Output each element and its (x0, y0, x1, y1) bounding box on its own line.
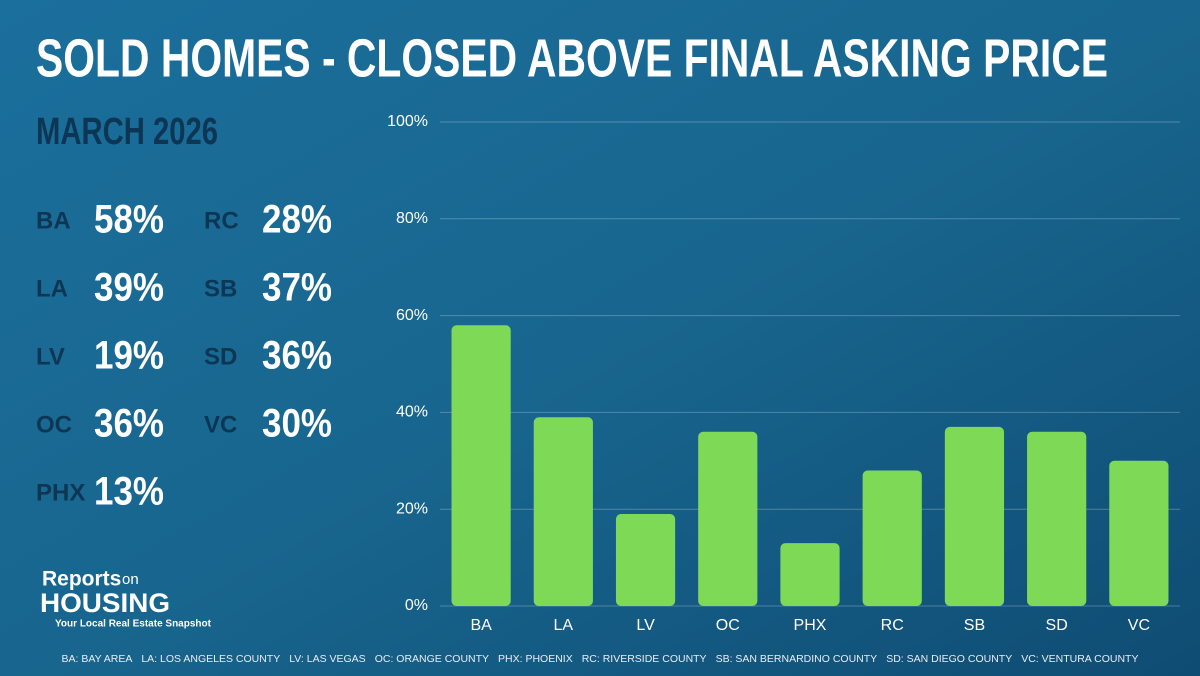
y-tick-label: 100% (387, 113, 428, 130)
footnote-entry: PHX: PHOENIX (498, 653, 573, 665)
y-tick-label: 20% (396, 500, 428, 517)
stat-value: 36% (94, 402, 164, 446)
x-tick-label: BA (470, 617, 492, 634)
footnote-entry: RC: RIVERSIDE COUNTY (582, 653, 707, 665)
stat-value: 13% (94, 470, 164, 514)
footnote-entry: VC: VENTURA COUNTY (1021, 653, 1138, 665)
logo-text: HOUSING (40, 588, 170, 618)
y-tick-label: 60% (396, 307, 428, 324)
bar (1109, 460, 1169, 606)
stat-value: 58% (94, 198, 164, 242)
x-tick-label: PHX (794, 617, 827, 634)
y-tick-label: 80% (396, 210, 428, 227)
stat-code: VC (204, 411, 237, 438)
chart-title: SOLD HOMES - CLOSED ABOVE FINAL ASKING P… (36, 28, 1108, 88)
stat-value: 28% (262, 198, 332, 242)
x-tick-label: OC (716, 617, 740, 634)
x-tick-label: VC (1128, 617, 1150, 634)
chart-subtitle: MARCH 2026 (36, 111, 218, 153)
x-tick-label: LV (636, 617, 655, 634)
bar (862, 470, 922, 606)
footnote-entry: LV: LAS VEGAS (289, 653, 365, 665)
stat-value: 36% (262, 334, 332, 378)
stat-value: 39% (94, 266, 164, 310)
x-tick-label: LA (554, 617, 574, 634)
bar (533, 417, 593, 606)
stat-value: 19% (94, 334, 164, 378)
bar (780, 543, 840, 606)
footnote-entry: BA: BAY AREA (62, 653, 133, 665)
stat-code: SB (204, 275, 237, 302)
logo: Reports on HOUSING Your Local Real Estat… (40, 568, 212, 630)
x-tick-label: SB (964, 617, 985, 634)
footnote-entry: LA: LOS ANGELES COUNTY (141, 653, 280, 665)
footnote: BA: BAY AREA LA: LOS ANGELES COUNTY LV: LA… (62, 653, 1139, 665)
bar (1027, 431, 1087, 606)
logo-text: on (122, 571, 139, 588)
bar (451, 325, 511, 606)
bar (615, 514, 676, 606)
stat-code: OC (36, 411, 72, 438)
y-tick-label: 40% (396, 404, 428, 421)
bar (944, 426, 1005, 606)
x-tick-label: SD (1046, 617, 1068, 634)
x-tick-label: RC (881, 617, 904, 634)
logo-tagline: Your Local Real Estate Snapshot (55, 619, 212, 630)
stat-code: RC (204, 207, 239, 234)
stat-code: LA (36, 275, 68, 302)
stat-code: SD (204, 343, 237, 370)
stat-code: LV (36, 343, 65, 370)
y-tick-label: 0% (405, 597, 428, 614)
footnote-entry: SB: SAN BERNARDINO COUNTY (716, 653, 878, 665)
stat-code: PHX (36, 479, 85, 506)
logo-text: Reports (42, 568, 121, 591)
footnote-entry: SD: SAN DIEGO COUNTY (886, 653, 1012, 665)
footnote-entry: OC: ORANGE COUNTY (375, 653, 489, 665)
stat-value: 37% (262, 266, 332, 310)
stat-value: 30% (262, 402, 332, 446)
stat-code: BA (36, 207, 71, 234)
bar (698, 431, 758, 606)
